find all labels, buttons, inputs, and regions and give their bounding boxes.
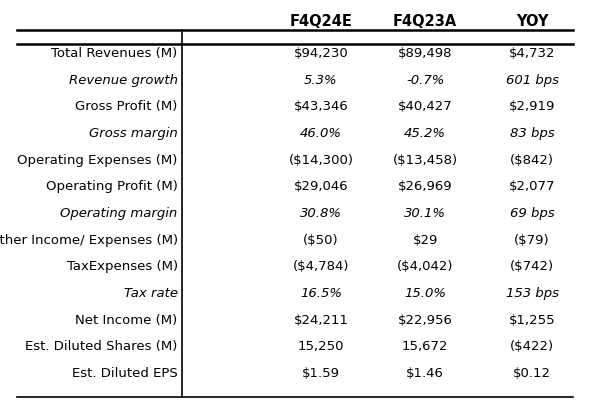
Text: Operating Profit (M): Operating Profit (M): [46, 180, 178, 193]
Text: 83 bps: 83 bps: [510, 127, 555, 140]
Text: Gross Profit (M): Gross Profit (M): [76, 100, 178, 114]
Text: 45.2%: 45.2%: [404, 127, 446, 140]
Text: ($50): ($50): [303, 234, 339, 246]
Text: F4Q23A: F4Q23A: [393, 15, 457, 29]
Text: ($842): ($842): [510, 154, 554, 166]
Text: Est. Diluted Shares (M): Est. Diluted Shares (M): [25, 340, 178, 353]
Text: $29: $29: [412, 234, 438, 246]
Text: $26,969: $26,969: [398, 180, 453, 193]
Text: 153 bps: 153 bps: [506, 287, 559, 300]
Text: $1.46: $1.46: [406, 367, 444, 380]
Text: ($742): ($742): [510, 260, 554, 273]
Text: ($422): ($422): [510, 340, 554, 353]
Text: TaxExpenses (M): TaxExpenses (M): [67, 260, 178, 273]
Text: $1,255: $1,255: [509, 314, 555, 326]
Text: ($4,784): ($4,784): [293, 260, 349, 273]
Text: 16.5%: 16.5%: [300, 287, 342, 300]
Text: 30.1%: 30.1%: [404, 207, 446, 220]
Text: 15,250: 15,250: [298, 340, 345, 353]
Text: Net Income (M): Net Income (M): [76, 314, 178, 326]
Text: Other Income/ Expenses (M): Other Income/ Expenses (M): [0, 234, 178, 246]
Text: 46.0%: 46.0%: [300, 127, 342, 140]
Text: $4,732: $4,732: [509, 47, 555, 60]
Text: $89,498: $89,498: [398, 47, 453, 60]
Text: $2,077: $2,077: [509, 180, 555, 193]
Text: Tax rate: Tax rate: [124, 287, 178, 300]
Text: $24,211: $24,211: [293, 314, 349, 326]
Text: 5.3%: 5.3%: [304, 74, 338, 87]
Text: Operating margin: Operating margin: [60, 207, 178, 220]
Text: $94,230: $94,230: [294, 47, 348, 60]
Text: -0.7%: -0.7%: [406, 74, 444, 87]
Text: ($14,300): ($14,300): [289, 154, 353, 166]
Text: ($79): ($79): [514, 234, 550, 246]
Text: $2,919: $2,919: [509, 100, 555, 114]
Text: $22,956: $22,956: [398, 314, 453, 326]
Text: $0.12: $0.12: [513, 367, 551, 380]
Text: $40,427: $40,427: [398, 100, 453, 114]
Text: Total Revenues (M): Total Revenues (M): [51, 47, 178, 60]
Text: ($4,042): ($4,042): [397, 260, 453, 273]
Text: Operating Expenses (M): Operating Expenses (M): [17, 154, 178, 166]
Text: $1.59: $1.59: [302, 367, 340, 380]
Text: Gross margin: Gross margin: [89, 127, 178, 140]
Text: 15,672: 15,672: [402, 340, 448, 353]
Text: F4Q24E: F4Q24E: [290, 15, 352, 29]
Text: 601 bps: 601 bps: [506, 74, 559, 87]
Text: YOY: YOY: [516, 15, 548, 29]
Text: 69 bps: 69 bps: [510, 207, 555, 220]
Text: Est. Diluted EPS: Est. Diluted EPS: [72, 367, 178, 380]
Text: $43,346: $43,346: [294, 100, 348, 114]
Text: ($13,458): ($13,458): [392, 154, 458, 166]
Text: Revenue growth: Revenue growth: [68, 74, 178, 87]
Text: 30.8%: 30.8%: [300, 207, 342, 220]
Text: $29,046: $29,046: [294, 180, 348, 193]
Text: 15.0%: 15.0%: [404, 287, 446, 300]
